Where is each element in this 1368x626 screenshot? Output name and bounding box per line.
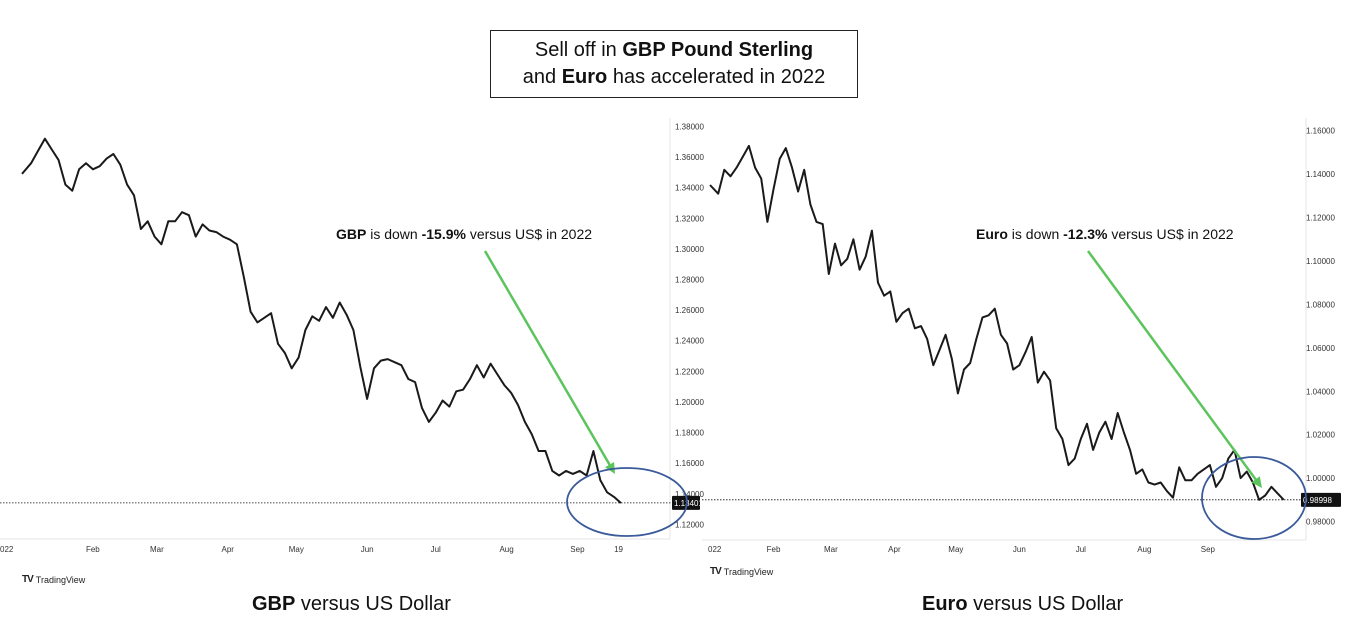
euro-caption-bold: Euro: [922, 593, 968, 615]
y-tick-label: 1.10000: [1306, 257, 1335, 266]
x-tick-label: Mar: [150, 545, 164, 554]
headline-text: has accelerated in 2022: [607, 66, 826, 88]
gbp-annotation: GBP is down -15.9% versus US$ in 2022: [336, 226, 592, 242]
euro-usd-chart: 0.98000 1.00000 1.02000 1.04000 1.06000 1.080…: [702, 118, 1341, 554]
gbp-caption-bold: GBP: [252, 593, 296, 615]
gbp-annotation-text: is down: [366, 226, 422, 242]
y-tick-label: 1.32000: [675, 214, 704, 223]
x-tick-label: Jul: [431, 545, 441, 554]
y-tick-label: 1.14000: [1306, 170, 1335, 179]
gbp-usd-chart: 1.12000 1.14000 1.16000 1.18000 1.20000 1.220…: [0, 118, 704, 554]
tradingview-logo-icon: TV: [710, 566, 722, 577]
tradingview-logo-icon: TV: [22, 574, 34, 585]
y-tick-label: 1.24000: [675, 337, 704, 346]
headline-line-2: and Euro has accelerated in 2022: [523, 64, 825, 91]
headline-bold-gbp: GBP Pound Sterling: [622, 39, 814, 61]
euro-arrowhead-icon: [1251, 476, 1262, 488]
headline-box: Sell off in GBP Pound Sterling and Euro …: [490, 30, 858, 98]
x-tick-label: Sep: [570, 545, 585, 554]
y-tick-label: 1.22000: [675, 367, 704, 376]
x-tick-label: 19: [614, 545, 623, 554]
euro-highlight-circle: [1201, 456, 1307, 540]
euro-annotation-arrow: [1086, 250, 1259, 483]
watermark-text: TradingView: [723, 566, 774, 577]
y-tick-label: 1.26000: [675, 306, 704, 315]
y-tick-label: 1.06000: [1306, 344, 1335, 353]
y-tick-label: 1.18000: [675, 429, 704, 438]
watermark-text: TradingView: [35, 574, 86, 585]
headline-text: and: [522, 66, 562, 88]
x-tick-label: 022: [708, 545, 722, 554]
gbp-annotation-arrow: [483, 250, 613, 469]
x-tick-label: Apr: [888, 545, 901, 554]
x-tick-label: May: [948, 545, 963, 554]
gbp-highlight-circle: [566, 467, 688, 537]
y-tick-label: 1.38000: [675, 122, 704, 131]
x-tick-label: Feb: [767, 545, 781, 554]
euro-annotation-text: is down: [1007, 226, 1064, 242]
y-tick-label: 1.00000: [1306, 474, 1335, 483]
x-tick-label: Jul: [1076, 545, 1086, 554]
euro-annotation-currency: Euro: [976, 226, 1008, 242]
y-tick-label: 1.08000: [1306, 300, 1335, 309]
x-tick-label: May: [289, 545, 304, 554]
x-tick-label: Sep: [1201, 545, 1216, 554]
headline-bold-euro: Euro: [561, 66, 608, 88]
y-tick-label: 1.12000: [1306, 214, 1335, 223]
x-tick-label: Feb: [86, 545, 100, 554]
x-tick-label: Jun: [361, 545, 374, 554]
x-tick-label: Aug: [1137, 545, 1151, 554]
x-tick-label: Jun: [1013, 545, 1026, 554]
y-tick-label: 1.30000: [675, 245, 704, 254]
y-tick-label: 1.14000: [675, 490, 704, 499]
y-tick-label: 1.02000: [1306, 431, 1335, 440]
euro-last-price-tag: 0.98998: [1301, 492, 1341, 507]
y-tick-label: 1.28000: [675, 276, 704, 285]
gbp-annotation-text: versus US$ in 2022: [465, 226, 593, 242]
gbp-tradingview-watermark: TV TradingView: [22, 574, 85, 585]
headline-text: Sell off in: [534, 39, 623, 61]
y-tick-label: 1.34000: [675, 184, 704, 193]
x-tick-label: 022: [0, 545, 14, 554]
euro-last-price-label: 0.98998: [1303, 496, 1332, 505]
gbp-price-line: [21, 137, 622, 504]
gbp-caption-text: versus US Dollar: [295, 593, 451, 615]
gbp-arrowhead-icon: [605, 462, 615, 474]
euro-caption-text: versus US Dollar: [967, 593, 1124, 615]
headline-line-1: Sell off in GBP Pound Sterling: [535, 37, 813, 64]
y-tick-label: 0.98000: [1306, 518, 1335, 527]
euro-annotation-change: -12.3%: [1063, 226, 1108, 242]
euro-tradingview-watermark: TV TradingView: [710, 566, 773, 577]
gbp-last-price-tag: 1.13401: [672, 495, 703, 510]
y-tick-label: 1.36000: [675, 153, 704, 162]
euro-caption: Euro versus US Dollar: [922, 593, 1123, 616]
euro-price-line: [709, 144, 1285, 501]
gbp-caption: GBP versus US Dollar: [252, 593, 451, 616]
euro-annotation: Euro is down -12.3% versus US$ in 2022: [976, 226, 1234, 242]
x-tick-label: Aug: [499, 545, 513, 554]
y-tick-label: 1.16000: [1306, 127, 1335, 136]
y-tick-label: 1.12000: [675, 520, 704, 529]
y-tick-label: 1.16000: [675, 459, 704, 468]
x-tick-label: Apr: [221, 545, 234, 554]
y-tick-label: 1.04000: [1306, 387, 1335, 396]
gbp-last-price-label: 1.13401: [674, 499, 703, 508]
gbp-annotation-change: -15.9%: [421, 226, 466, 242]
y-tick-label: 1.20000: [675, 398, 704, 407]
gbp-annotation-currency: GBP: [336, 226, 367, 242]
euro-annotation-text: versus US$ in 2022: [1107, 226, 1234, 242]
x-tick-label: Mar: [824, 545, 838, 554]
